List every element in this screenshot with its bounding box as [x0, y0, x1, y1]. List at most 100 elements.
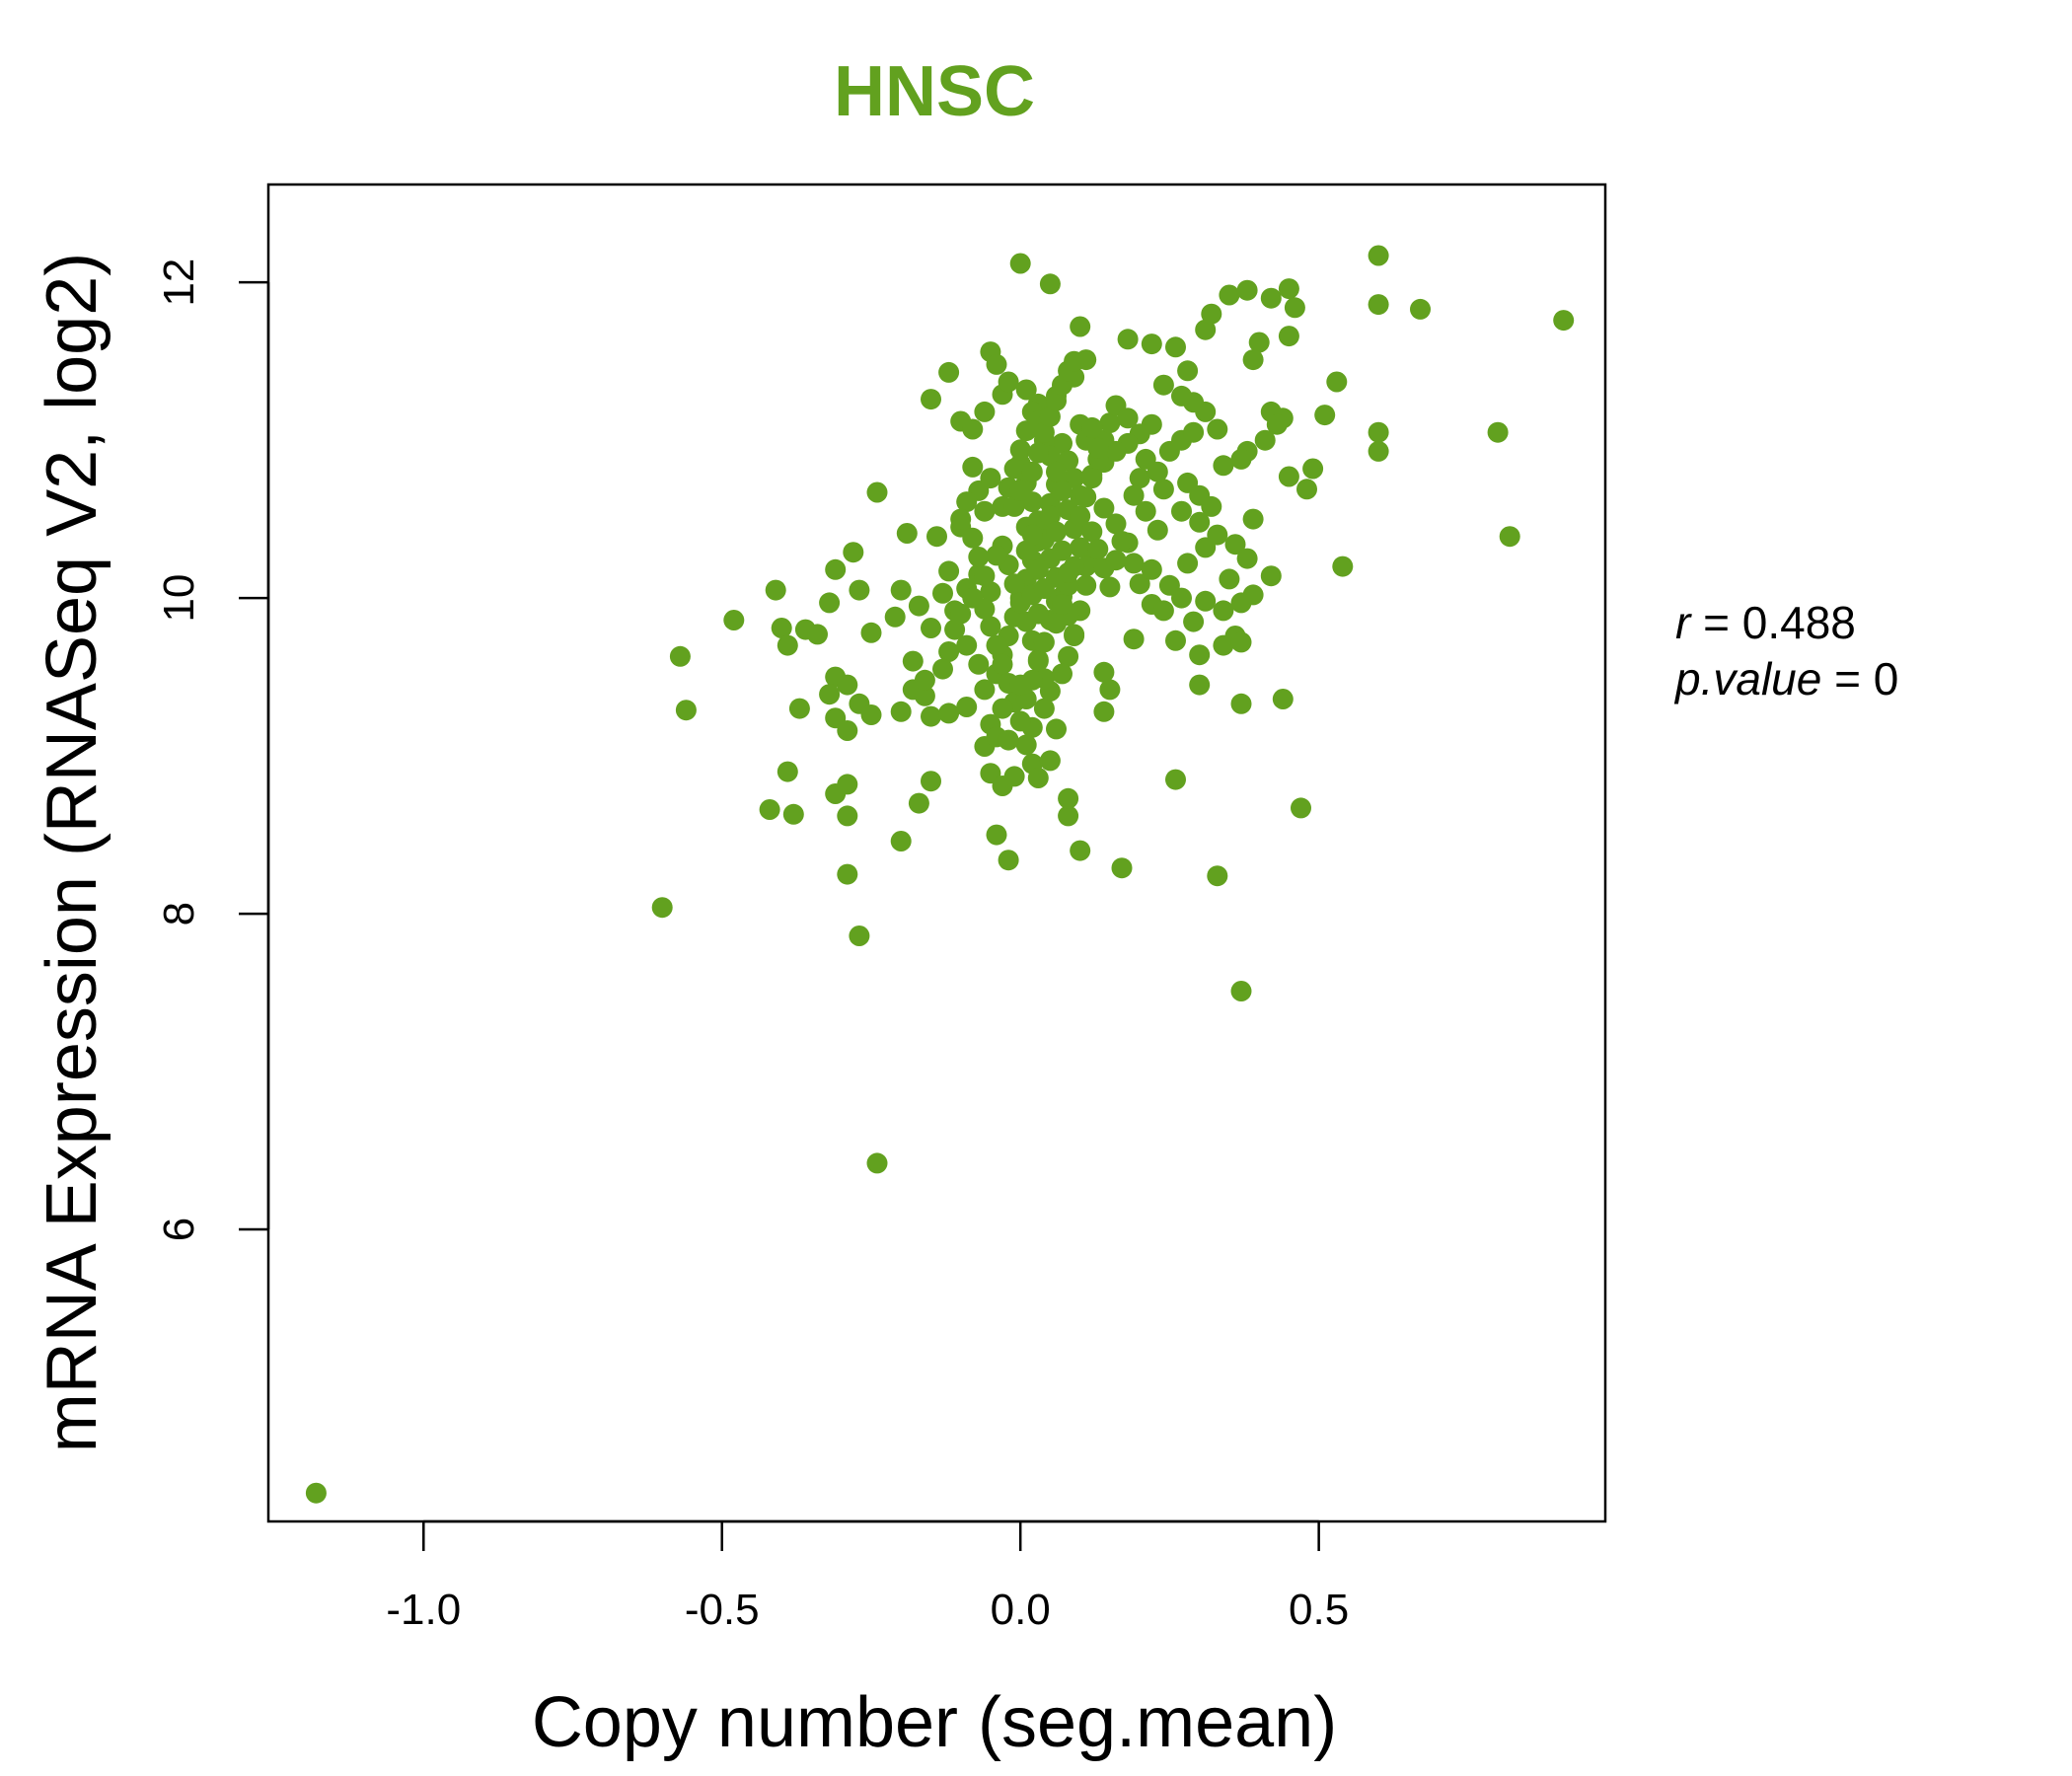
data-point	[1058, 562, 1079, 583]
data-point	[849, 925, 870, 946]
data-point	[1219, 568, 1240, 590]
data-point	[807, 624, 828, 645]
data-point	[1141, 333, 1162, 355]
data-point	[908, 595, 929, 617]
data-point	[1003, 458, 1025, 480]
data-point	[1046, 718, 1067, 740]
data-point	[1099, 576, 1121, 598]
svg-text:r = 0.488: r = 0.488	[1675, 597, 1856, 648]
y-tick-label: 8	[155, 902, 203, 925]
data-point	[1291, 797, 1311, 819]
data-point	[1052, 594, 1073, 615]
data-point	[1171, 385, 1192, 407]
data-point	[921, 618, 941, 638]
data-point	[1093, 701, 1115, 722]
data-point	[1171, 500, 1192, 522]
data-point	[1058, 805, 1079, 827]
data-point	[1039, 273, 1061, 295]
data-point	[980, 581, 1001, 603]
plot-frame	[266, 183, 1607, 1523]
data-point	[1046, 390, 1067, 411]
data-point	[1224, 534, 1246, 555]
x-tick-label: -1.0	[386, 1586, 461, 1634]
data-point	[1230, 631, 1252, 653]
data-point	[1236, 279, 1258, 301]
data-point	[305, 1482, 327, 1504]
data-point	[932, 658, 953, 680]
data-point	[825, 558, 847, 580]
data-point	[1213, 600, 1234, 622]
data-point	[1009, 674, 1031, 696]
data-point	[921, 705, 941, 727]
data-point	[866, 481, 888, 503]
data-point	[974, 500, 996, 522]
data-point	[974, 679, 996, 701]
data-point	[1058, 787, 1079, 809]
x-tick-label: 0.0	[991, 1586, 1051, 1634]
data-point	[1260, 287, 1282, 309]
r-symbol: r	[1675, 597, 1692, 648]
data-point	[1033, 698, 1055, 719]
data-point	[1105, 550, 1127, 571]
data-point	[1248, 332, 1270, 353]
data-point	[986, 353, 1007, 375]
data-point	[1052, 480, 1073, 501]
data-point	[1147, 519, 1168, 541]
data-point	[1553, 310, 1575, 332]
data-point	[1254, 429, 1276, 451]
data-point	[956, 634, 978, 656]
data-point	[1230, 981, 1252, 1001]
data-points	[305, 245, 1575, 1504]
data-point	[1111, 857, 1133, 879]
data-point	[1195, 319, 1217, 340]
data-point	[986, 634, 1007, 656]
x-tick-label: 0.5	[1289, 1586, 1349, 1634]
data-point	[819, 684, 841, 705]
data-point	[1171, 587, 1192, 609]
data-point	[1302, 458, 1324, 480]
data-point	[1129, 573, 1150, 595]
data-point	[782, 803, 804, 825]
data-point	[998, 729, 1019, 751]
data-point	[1052, 540, 1073, 561]
data-point	[1332, 555, 1354, 577]
data-point	[1027, 603, 1049, 625]
data-point	[1027, 558, 1049, 580]
data-point	[921, 389, 941, 410]
data-point	[1117, 407, 1139, 429]
data-point	[1129, 468, 1150, 489]
data-point	[1087, 539, 1109, 559]
data-point	[962, 418, 984, 440]
data-point	[896, 523, 918, 544]
data-point	[1052, 663, 1073, 685]
data-point	[956, 491, 978, 513]
chart-title: HNSC	[834, 52, 1035, 131]
y-axis-label: mRNA Expression (RNASeq V2, log2)	[33, 253, 111, 1452]
data-point	[1177, 553, 1199, 574]
data-point	[1230, 448, 1252, 470]
data-point	[1189, 674, 1211, 696]
data-point	[1015, 379, 1037, 401]
data-point	[1242, 349, 1264, 371]
x-tick-label: -0.5	[685, 1586, 760, 1634]
data-point	[1326, 371, 1348, 393]
data-point	[1027, 650, 1049, 672]
data-point	[765, 579, 786, 601]
y-tick-label: 12	[155, 259, 203, 307]
data-point	[819, 592, 841, 614]
data-point	[956, 697, 978, 717]
data-point	[788, 698, 810, 719]
data-point	[1219, 284, 1240, 306]
data-point	[968, 653, 990, 675]
data-point	[669, 645, 691, 667]
data-point	[1033, 631, 1055, 653]
data-point	[1236, 548, 1258, 569]
data-point	[1123, 553, 1145, 574]
data-point	[1015, 540, 1037, 561]
data-point	[902, 650, 924, 672]
data-point	[1009, 480, 1031, 501]
correlation-stats: r = 0.488 p.value = 0	[1673, 597, 1898, 704]
data-point	[1099, 412, 1121, 434]
data-point	[1058, 645, 1079, 667]
